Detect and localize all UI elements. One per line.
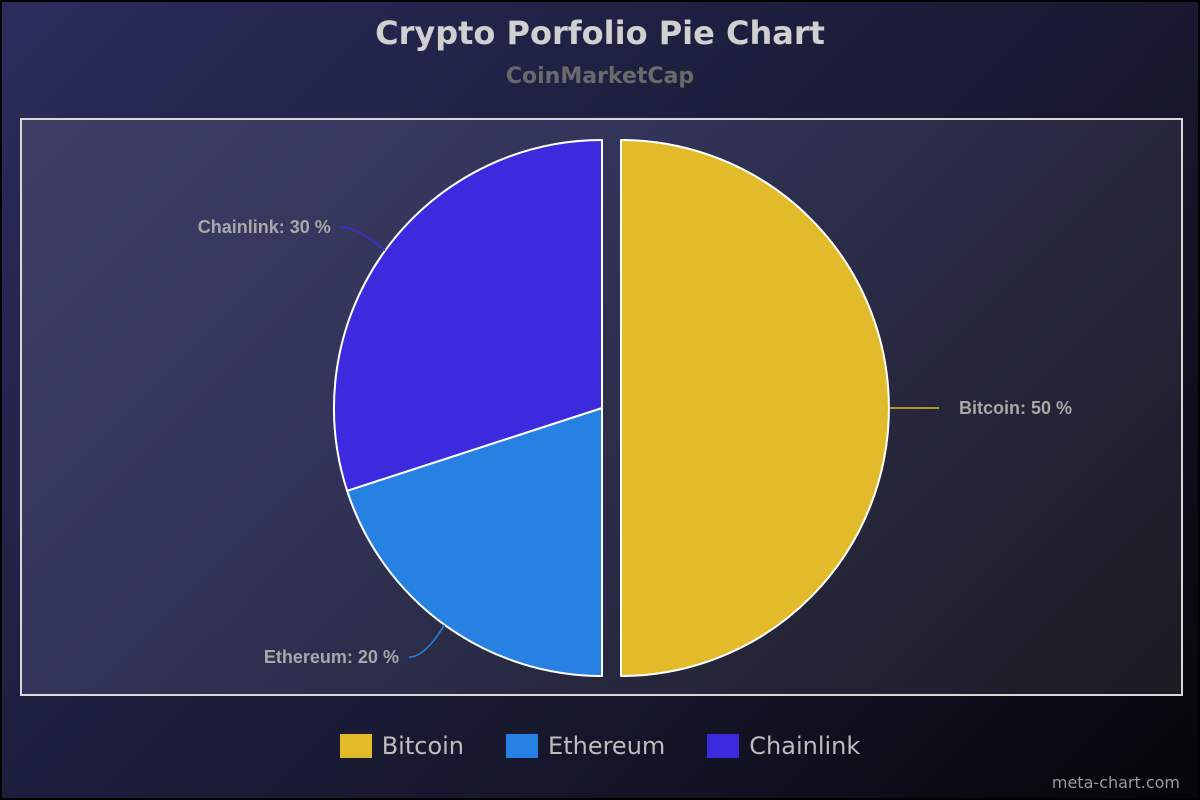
legend-item-ethereum[interactable]: Ethereum (506, 732, 665, 760)
slice-label-ethereum: Ethereum: 20 % (264, 647, 399, 667)
leader-line-chainlink (340, 226, 386, 252)
pie-slice-ethereum[interactable] (346, 407, 603, 677)
legend: Bitcoin Ethereum Chainlink (2, 732, 1198, 760)
plot-area: Bitcoin: 50 % Ethereum: 20 % Chainlink: 30… (20, 118, 1183, 696)
legend-swatch-ethereum (506, 734, 539, 758)
legend-item-chainlink[interactable]: Chainlink (707, 732, 860, 760)
legend-swatch-bitcoin (339, 734, 372, 758)
slice-label-bitcoin: Bitcoin: 50 % (959, 398, 1072, 418)
legend-label-bitcoin: Bitcoin (381, 732, 465, 760)
chart-subtitle: CoinMarketCap (505, 64, 695, 89)
slice-label-chainlink: Chainlink: 30 % (198, 217, 331, 237)
legend-label-ethereum: Ethereum (548, 732, 666, 760)
pie-chart: Bitcoin: 50 % Ethereum: 20 % Chainlink: 30… (198, 139, 1072, 677)
legend-swatch-chainlink (707, 734, 740, 758)
credit-link[interactable]: meta-chart.com (1051, 773, 1180, 792)
legend-label-chainlink: Chainlink (749, 732, 861, 760)
chart-title: Crypto Porfolio Pie Chart (375, 14, 825, 52)
leader-line-ethereum (408, 624, 446, 658)
pie-slice-chainlink[interactable] (333, 139, 603, 492)
legend-item-bitcoin[interactable]: Bitcoin (339, 732, 465, 760)
pie-slice-bitcoin[interactable] (620, 139, 890, 677)
